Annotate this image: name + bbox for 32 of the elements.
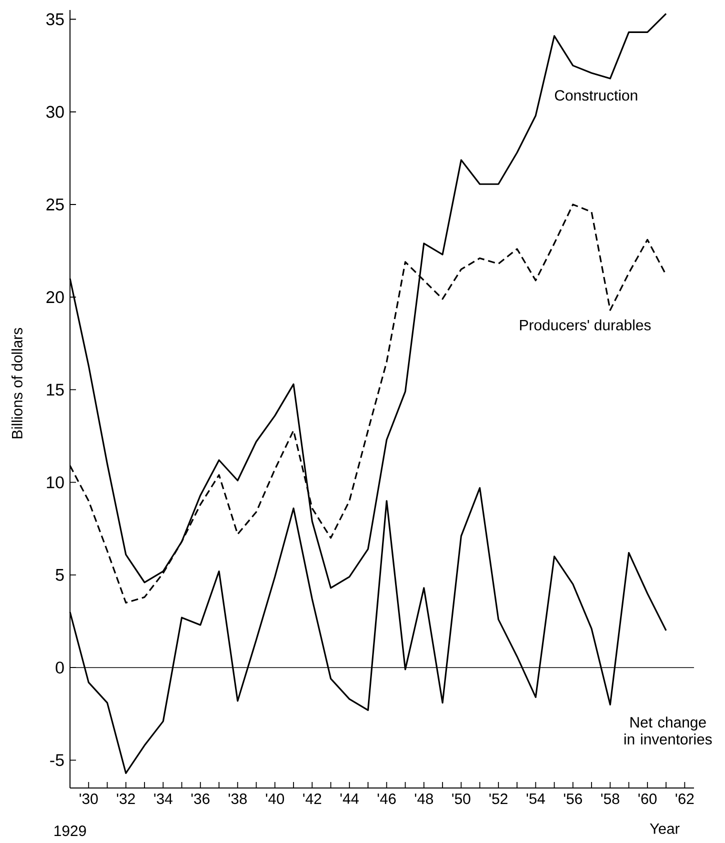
y-tick-label: 10 [46, 476, 64, 488]
y-tick-label: 25 [46, 198, 64, 210]
x-tick-label: '32 [116, 794, 135, 804]
x-tick-label: '34 [154, 794, 172, 804]
y-tick-label: 30 [46, 106, 64, 118]
y-axis-title: Billions of dollars [11, 328, 22, 438]
text: 1929 [54, 826, 86, 836]
series-label: Producers' durables [520, 319, 651, 330]
y-tick-label: 0 [56, 662, 64, 674]
x-tick-label: '56 [564, 794, 582, 804]
x-tick-label: '36 [191, 794, 210, 804]
x-tick-label: '40 [266, 794, 284, 804]
x-tick-label: '38 [228, 794, 247, 804]
series-label: Net change in inventories [624, 716, 712, 745]
y-tick-label: 15 [46, 384, 64, 396]
x-axis-title: Year [650, 824, 680, 834]
x-tick-label: '50 [452, 794, 470, 804]
y-tick-label: 20 [46, 291, 64, 304]
x-tick-label: '52 [489, 794, 508, 804]
x-tick-label: '54 [526, 794, 545, 804]
y-tick-label: 5 [56, 569, 64, 581]
x-tick-label: '48 [414, 794, 433, 804]
x-tick-label: '44 [340, 794, 359, 804]
x-tick-label: '42 [303, 794, 322, 804]
x-tick-label: '60 [638, 794, 657, 804]
x-tick-label: '62 [676, 794, 694, 804]
series-label: Construction [554, 90, 638, 101]
x-tick-label: '30 [80, 794, 98, 804]
y-tick-label: -5 [50, 754, 64, 766]
x-tick-label: '58 [601, 794, 620, 804]
y-tick-label: 35 [46, 13, 64, 26]
x-tick-label: '46 [378, 794, 396, 804]
